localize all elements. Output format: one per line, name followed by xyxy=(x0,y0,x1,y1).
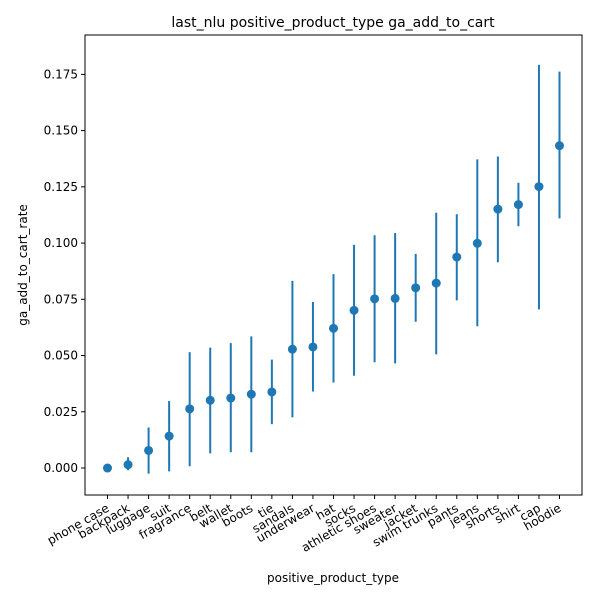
y-tick-label: 0.125 xyxy=(44,180,78,194)
y-tick-label: 0.175 xyxy=(44,67,78,81)
y-tick-label: 0.050 xyxy=(44,349,78,363)
data-point xyxy=(493,204,503,214)
data-point xyxy=(267,387,277,397)
data-point xyxy=(205,395,215,405)
data-point xyxy=(431,278,441,288)
data-point xyxy=(329,323,338,333)
data-point xyxy=(103,463,112,473)
data-point xyxy=(164,431,174,441)
data-point xyxy=(452,252,462,262)
y-tick-label: 0.100 xyxy=(44,236,78,250)
x-axis-label: positive_product_type xyxy=(267,571,399,585)
data-point xyxy=(370,294,380,304)
data-point xyxy=(513,200,523,210)
y-tick-label: 0.000 xyxy=(44,461,78,475)
plot-area: 0.000 0.025 0.050 0.075 0.100 0.125 0.150 0.175… xyxy=(44,64,564,555)
plot-frame xyxy=(84,34,583,496)
data-point xyxy=(246,389,256,399)
data-point xyxy=(226,393,236,403)
data-point xyxy=(308,342,318,352)
data-point xyxy=(185,404,195,414)
y-tick-label: 0.150 xyxy=(44,124,78,138)
y-tick-label: 0.075 xyxy=(44,292,78,306)
data-point xyxy=(287,344,297,354)
data-point xyxy=(411,283,421,293)
data-point xyxy=(472,238,482,248)
data-point xyxy=(555,141,564,151)
y-tick-label: 0.025 xyxy=(44,405,78,419)
chart-title: last_nlu positive_product_type ga_add_to… xyxy=(171,15,495,31)
data-point xyxy=(390,293,400,303)
data-point xyxy=(123,460,133,470)
y-axis-label: ga_add_to_cart_rate xyxy=(16,204,30,326)
data-point xyxy=(349,305,359,315)
data-point xyxy=(534,182,544,192)
data-point xyxy=(144,445,154,455)
x-tick-label: tie xyxy=(256,501,276,521)
